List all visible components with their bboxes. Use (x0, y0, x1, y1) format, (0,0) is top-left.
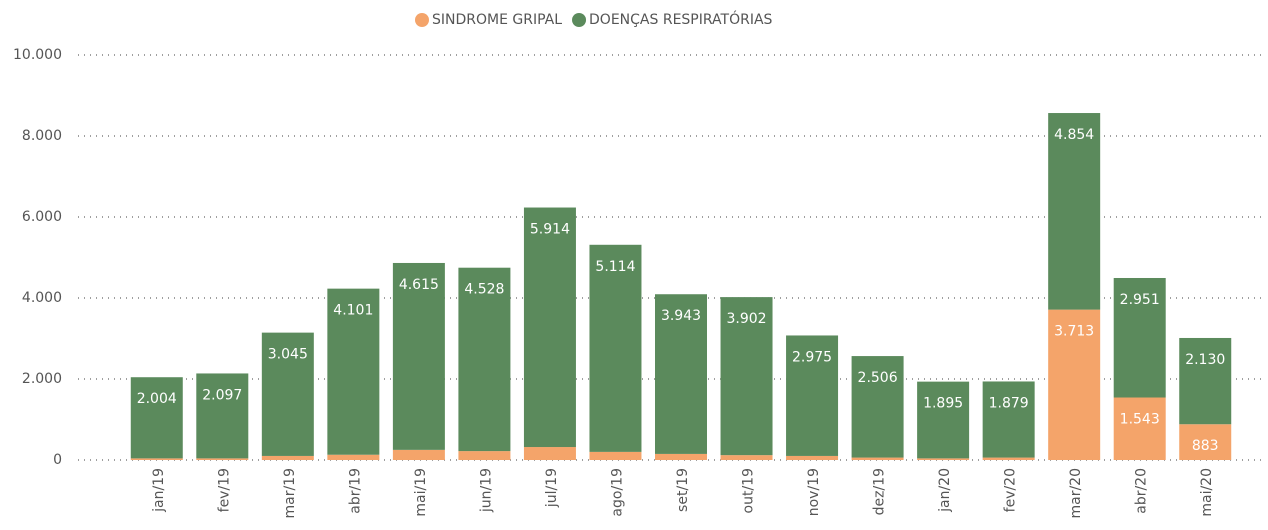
bar-segment (261, 455, 314, 460)
x-tick-label: ago/19 (609, 468, 625, 517)
x-tick-label: jul/19 (544, 468, 560, 508)
bar-segment (458, 267, 511, 452)
value-label: 2.951 (1120, 292, 1160, 308)
bar-segment (1048, 113, 1101, 310)
bar-segment (655, 453, 707, 460)
value-label: 1.879 (989, 395, 1029, 411)
legend-label: DOENÇAS RESPIRATÓRIAS (589, 10, 772, 28)
x-tick-label: jan/20 (937, 468, 953, 513)
bar-segment (917, 458, 970, 460)
value-label: 883 (1192, 438, 1219, 454)
x-tick-label: mar/19 (282, 468, 298, 519)
legend-marker (415, 13, 429, 27)
bar-segment (458, 451, 511, 460)
value-label: 3.902 (726, 311, 766, 327)
bar-segment (589, 451, 642, 460)
value-label: 4.101 (333, 303, 373, 319)
x-tick-label: dez/19 (872, 468, 888, 515)
y-tick-label: 8.000 (22, 128, 62, 144)
bar-segment (982, 381, 1035, 458)
y-tick-label: 0 (53, 452, 62, 468)
bar-segment (1179, 337, 1232, 425)
x-tick-label: mar/20 (1068, 468, 1084, 519)
value-label: 2.975 (792, 349, 832, 365)
legend-label: SINDROME GRIPAL (432, 12, 562, 28)
value-label: 4.854 (1054, 127, 1094, 143)
x-tick-label: out/19 (741, 468, 757, 513)
bar-segment (196, 373, 249, 459)
bar-segment (130, 377, 183, 459)
x-tick-label: mai/20 (1199, 468, 1215, 517)
y-tick-label: 6.000 (22, 209, 62, 225)
value-label: 5.914 (530, 222, 570, 238)
x-tick-label: abr/19 (347, 468, 363, 514)
value-label: 2.097 (202, 387, 242, 403)
value-label: 4.528 (464, 282, 504, 298)
bar-segment (982, 457, 1035, 460)
bar-segment (523, 447, 576, 460)
value-label: 5.114 (595, 259, 635, 275)
bar-segment (589, 244, 642, 452)
x-tick-label: mai/19 (413, 468, 429, 517)
value-label: 2.004 (137, 391, 177, 407)
bar-segment (655, 294, 707, 454)
bar-segment (1113, 397, 1166, 460)
value-label: 1.543 (1120, 412, 1160, 428)
bar-segment (1113, 277, 1166, 398)
bar-segment (720, 297, 773, 456)
x-tick-label: set/19 (675, 468, 691, 512)
bar-segment (786, 455, 839, 460)
bar-segment (851, 457, 904, 460)
bar-segment (851, 356, 904, 458)
y-tick-label: 4.000 (22, 290, 62, 306)
value-label: 3.713 (1054, 324, 1094, 340)
bar-segment (196, 458, 249, 460)
bar-segment (523, 207, 576, 448)
bar-segment (392, 449, 445, 460)
x-tick-label: fev/19 (216, 468, 232, 512)
x-tick-label: jan/19 (151, 468, 167, 513)
bar-segment (327, 288, 380, 455)
value-label: 2.506 (858, 370, 898, 386)
value-label: 3.045 (268, 347, 308, 363)
bar-segment (392, 262, 445, 450)
y-tick-label: 2.000 (22, 371, 62, 387)
value-label: 1.895 (923, 396, 963, 412)
value-label: 3.943 (661, 308, 701, 324)
x-tick-label: nov/19 (806, 468, 822, 516)
bar-segment (261, 332, 314, 456)
bar-segment (917, 381, 970, 459)
bar-segment (1048, 309, 1101, 460)
bar-segment (327, 454, 380, 460)
x-tick-label: jun/19 (478, 468, 494, 513)
bar-segment (130, 458, 183, 460)
legend-marker (572, 13, 587, 27)
x-tick-label: fev/20 (1003, 468, 1019, 512)
bar-segment (720, 455, 773, 460)
bar-segment (786, 335, 839, 456)
x-tick-label: abr/20 (1134, 468, 1150, 514)
value-label: 2.130 (1185, 352, 1225, 368)
bar-segment (1179, 424, 1232, 460)
value-label: 4.615 (399, 277, 439, 293)
y-tick-label: 10.000 (13, 47, 62, 63)
